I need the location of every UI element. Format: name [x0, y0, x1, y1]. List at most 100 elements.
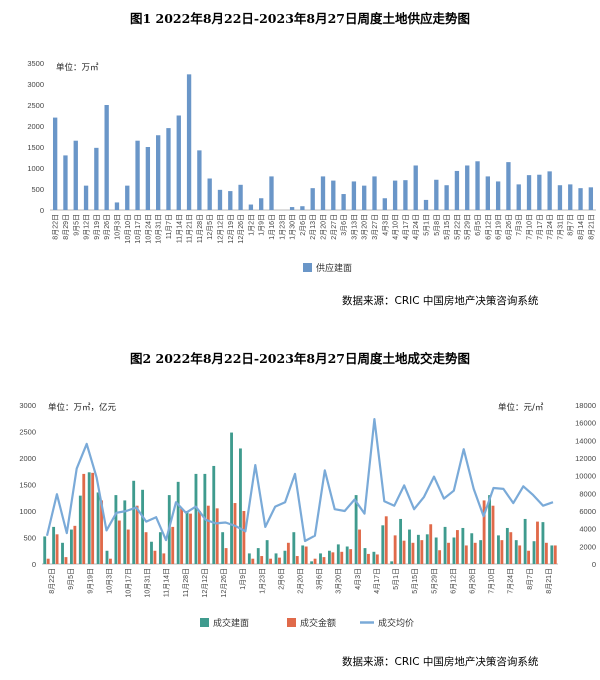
bar-amount	[286, 542, 290, 564]
bar-amount	[313, 558, 317, 564]
bar-amount	[420, 540, 424, 564]
y-tick-label-left: 500	[23, 534, 36, 543]
x-tick-label: 11月14日	[175, 214, 183, 243]
x-tick-label: 12月26日	[237, 214, 245, 244]
y-tick-label: 500	[31, 185, 44, 194]
bar	[186, 74, 192, 210]
bar	[197, 150, 202, 210]
bar-area	[408, 529, 411, 564]
x-tick-label: 5月22日	[453, 214, 461, 240]
bar-area	[372, 551, 376, 564]
bar-amount	[527, 550, 531, 564]
bar	[176, 115, 181, 210]
bar-area	[150, 541, 153, 564]
bar	[588, 187, 594, 210]
bar-amount	[46, 558, 50, 564]
y-tick-label-right: 2000	[579, 542, 596, 551]
bar	[114, 202, 120, 210]
x-tick-label: 7月10日	[488, 568, 496, 594]
x-tick-label: 11月7日	[165, 214, 173, 239]
bar-area	[434, 537, 438, 564]
legend-label-price: 成交均价	[378, 617, 414, 629]
bar-area	[247, 553, 251, 564]
y-tick-label-right: 6000	[579, 507, 596, 516]
bar	[444, 185, 449, 210]
bar-amount	[322, 557, 326, 564]
bar-amount	[197, 511, 201, 564]
legend-label: 供应建面	[316, 262, 352, 274]
x-tick-label: 5月15日	[443, 214, 451, 240]
x-tick-label: 10月3日	[113, 214, 121, 240]
x-tick-label: 10月3日	[105, 568, 113, 594]
x-tick-label: 7月17日	[536, 214, 544, 240]
bar-area	[123, 500, 127, 564]
bar-area	[390, 561, 394, 564]
x-tick-label: 8月7日	[567, 214, 575, 236]
x-tick-label: 6月5日	[474, 214, 482, 236]
y-tick-label-left: 1500	[19, 481, 36, 490]
x-tick-label: 8月7日	[526, 568, 534, 590]
x-tick-label: 9月19日	[86, 568, 94, 594]
source-note: 数据来源：CRIC 中国房地产决策咨询系统	[342, 655, 539, 668]
y-tick-label: 0	[40, 206, 44, 215]
bar-area	[452, 537, 456, 564]
bar-amount	[402, 540, 406, 564]
bar-area	[105, 550, 109, 564]
bar-amount	[509, 532, 513, 564]
bar-amount	[162, 553, 166, 564]
y-tick-label-left: 1000	[19, 507, 36, 516]
bar-amount	[215, 508, 219, 564]
x-tick-label: 11月28日	[182, 568, 190, 597]
bar-area	[327, 550, 331, 564]
bar	[207, 178, 212, 210]
bar	[403, 180, 408, 210]
x-tick-label: 3月27日	[371, 214, 379, 240]
x-tick-label: 3月6日	[340, 214, 348, 236]
bar-amount	[82, 473, 86, 564]
bar-amount	[384, 516, 388, 564]
x-tick-label: 5月15日	[411, 568, 419, 594]
price-line	[45, 418, 554, 543]
unit-label-right: 单位：元/㎡	[498, 402, 544, 413]
bar-area	[274, 553, 278, 564]
x-tick-label: 2月6日	[277, 568, 285, 590]
bar-amount	[242, 511, 246, 564]
bar-area	[132, 480, 136, 564]
x-tick-label: 11月14日	[163, 568, 171, 597]
bar-amount	[100, 500, 103, 564]
bar	[485, 176, 490, 210]
x-tick-label: 1月9日	[239, 568, 247, 590]
bar-area	[256, 548, 260, 564]
bar	[125, 185, 130, 210]
bar	[331, 180, 336, 210]
x-tick-label: 7月10日	[526, 214, 534, 240]
x-tick-label: 3月20日	[335, 568, 343, 594]
bar-amount	[144, 532, 148, 564]
bar	[578, 188, 583, 210]
y-tick-label-right: 0	[592, 560, 596, 569]
bar-amount	[224, 548, 228, 564]
bar	[495, 181, 501, 210]
bar	[52, 117, 58, 210]
bar-amount	[295, 556, 299, 564]
bar	[537, 174, 542, 210]
bar-area	[43, 536, 47, 564]
bar-area	[550, 545, 554, 564]
x-tick-label: 6月19日	[495, 214, 503, 240]
bar	[63, 155, 68, 210]
bar-area	[69, 529, 73, 564]
x-tick-label: 4月3日	[354, 568, 362, 590]
bar-area	[141, 489, 145, 564]
bar-area	[310, 561, 314, 564]
x-tick-label: 12月12日	[201, 568, 209, 598]
bar-amount	[109, 558, 112, 564]
chart-title: 图2 2022年8月22日-2023年8月27日周度土地成交走势图	[130, 351, 470, 366]
bar-area	[61, 542, 64, 564]
source-note: 数据来源：CRIC 中国房地产决策咨询系统	[342, 294, 539, 307]
bar-area	[212, 465, 216, 564]
legend-label-amount: 成交金额	[300, 617, 336, 629]
y-tick-label: 1000	[27, 164, 44, 173]
bar	[217, 189, 223, 210]
x-tick-label: 3月6日	[316, 568, 324, 590]
